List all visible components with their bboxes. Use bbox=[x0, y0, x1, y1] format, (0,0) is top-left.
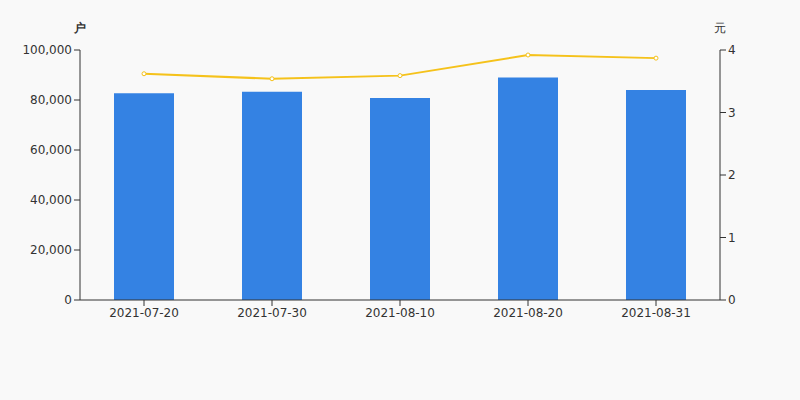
svg-text:3: 3 bbox=[728, 106, 736, 120]
html-text:户: 户 bbox=[74, 21, 86, 35]
svg-text:100,000: 100,000 bbox=[22, 43, 72, 57]
svg-text:1: 1 bbox=[728, 231, 736, 245]
svg-text:2021-08-31: 2021-08-31 bbox=[621, 306, 691, 320]
svg-text:2021-08-20: 2021-08-20 bbox=[493, 306, 563, 320]
svg-text:2: 2 bbox=[728, 168, 736, 182]
svg-text:2021-07-30: 2021-07-30 bbox=[237, 306, 307, 320]
svg-text:0: 0 bbox=[728, 293, 736, 307]
svg-text:40,000: 40,000 bbox=[30, 193, 72, 207]
svg-text:2021-07-20: 2021-07-20 bbox=[109, 306, 179, 320]
svg-text:4: 4 bbox=[728, 43, 736, 57]
svg-text:60,000: 60,000 bbox=[30, 143, 72, 157]
svg-text:20,000: 20,000 bbox=[30, 243, 72, 257]
svg-text:2021-08-10: 2021-08-10 bbox=[365, 306, 435, 320]
svg-text:0: 0 bbox=[64, 293, 72, 307]
svg-text:80,000: 80,000 bbox=[30, 93, 72, 107]
html-text:元: 元 bbox=[714, 21, 726, 35]
